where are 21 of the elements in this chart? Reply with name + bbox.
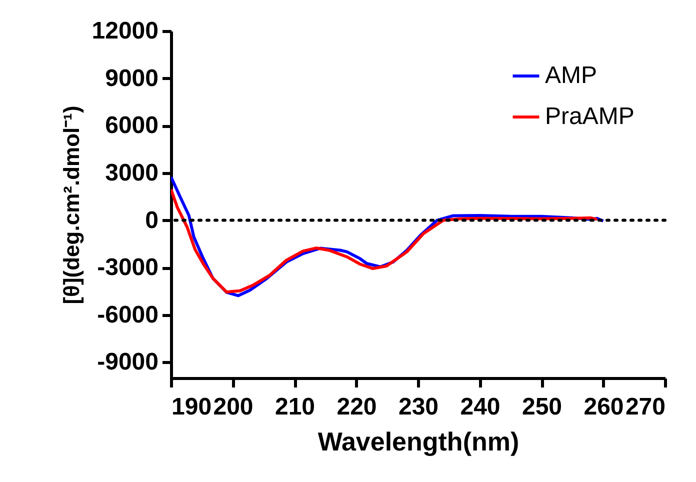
x-tick-label: 200 <box>213 394 254 420</box>
x-tick-label: 220 <box>336 394 377 420</box>
y-tick-label: 9000 <box>105 64 158 92</box>
y-tick-label: 6000 <box>105 112 158 140</box>
x-tick-label: 190 <box>172 394 212 420</box>
legend-label: AMP <box>545 62 598 89</box>
x-tick-label: 260 <box>584 394 624 420</box>
legend-label: PraAMP <box>545 103 634 130</box>
x-axis-title: Wavelength(nm) <box>318 426 520 456</box>
y-tick-label: 3000 <box>105 159 158 186</box>
x-tick-label: 210 <box>274 394 316 420</box>
y-tick-label: 0 <box>145 206 158 234</box>
y-tick-label: 12000 <box>92 18 158 44</box>
y-tick-label: -9000 <box>97 348 158 376</box>
y-tick-label: -6000 <box>97 301 158 328</box>
y-tick-label: -3000 <box>97 254 158 282</box>
x-tick-label: 270 <box>625 394 666 420</box>
x-tick-label: 240 <box>460 394 500 420</box>
x-tick-label: 230 <box>398 394 439 420</box>
x-tick-label: 250 <box>522 394 562 420</box>
y-axis-title: [θ](deg.cm².dmol⁻¹) <box>58 106 84 304</box>
